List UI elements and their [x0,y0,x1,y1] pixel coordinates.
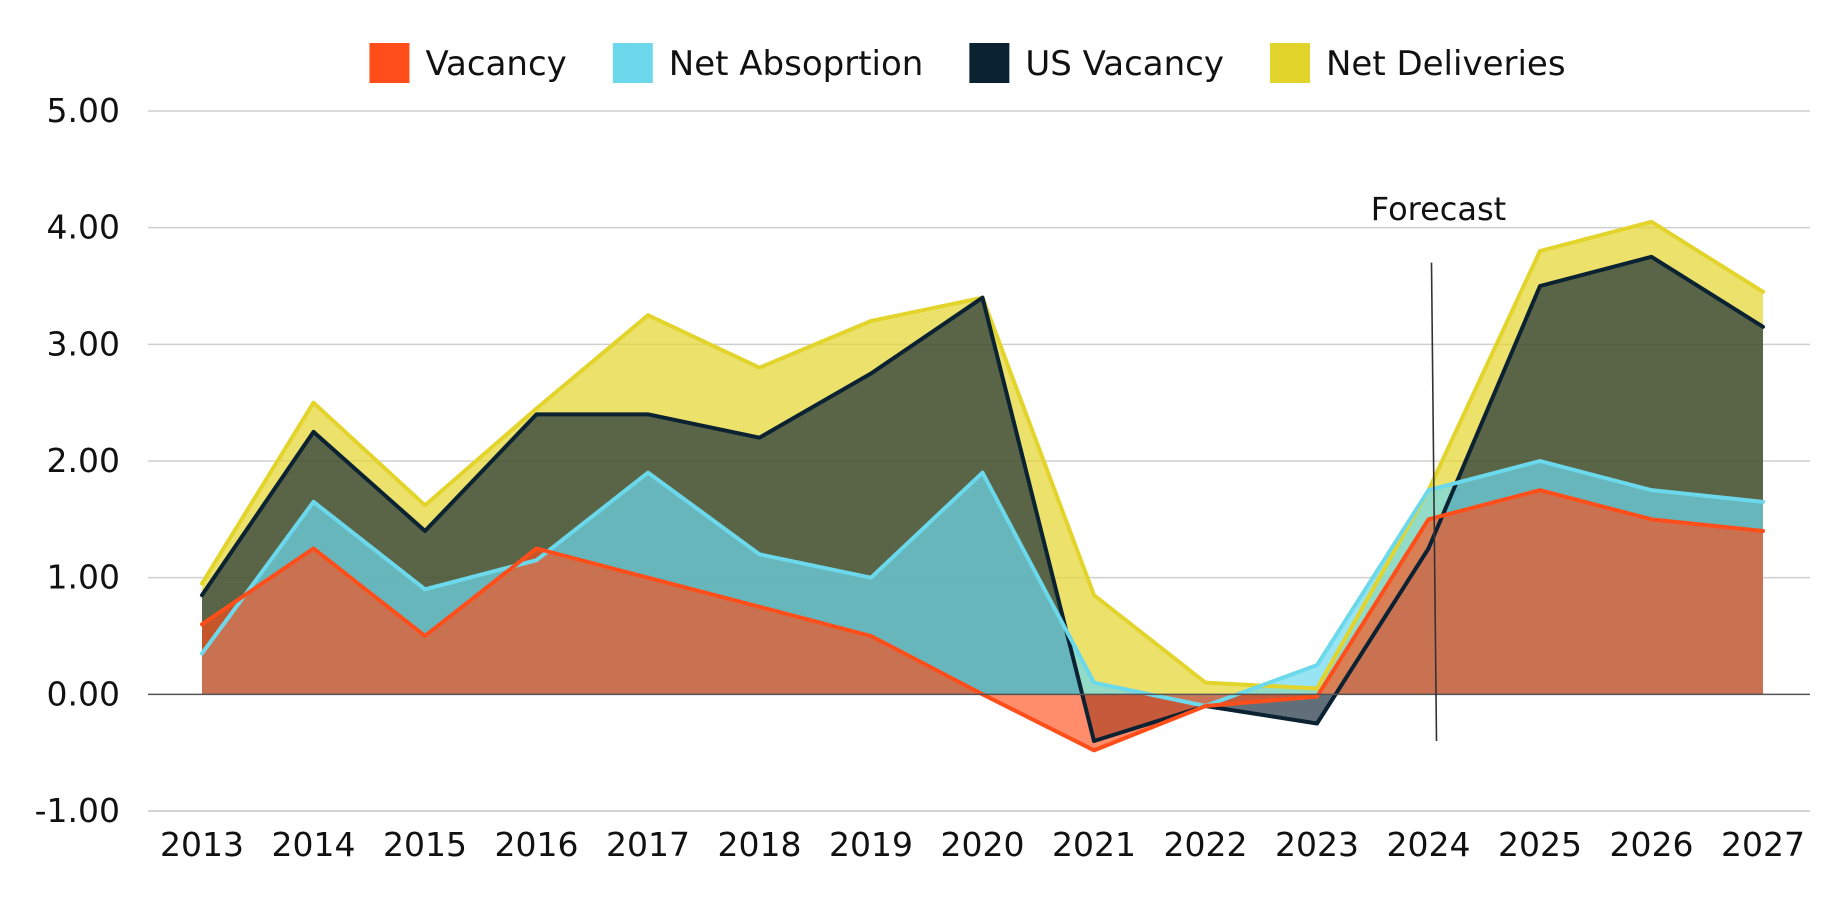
legend-item-net-deliveries: Net Deliveries [1269,43,1566,84]
legend-label: Net Absoprtion [669,44,924,84]
x-tick-label: 2013 [160,825,244,864]
x-tick-label: 2018 [718,825,802,864]
x-tick-label: 2023 [1275,825,1359,864]
y-tick-label: -1.00 [35,791,120,830]
legend-swatch [969,43,1010,83]
legend-swatch [1269,43,1310,83]
legend: Vacancy Net Absoprtion US Vacancy Net Deliv… [369,43,1566,84]
x-tick-label: 2027 [1721,825,1805,864]
x-tick-label: 2017 [606,825,690,864]
y-tick-label: 5.00 [47,91,120,130]
legend-label: US Vacancy [1025,44,1224,84]
x-tick-label: 2025 [1498,825,1582,864]
x-tick-label: 2020 [941,825,1025,864]
y-tick-label: 1.00 [47,558,120,597]
area-vacancy [202,490,1763,751]
axis-layer: 5.00 4.00 3.00 2.00 1.00 0.00 -1.00 2013 2014 201… [35,91,1810,864]
annotation-layer: Forecast [1371,190,1506,742]
x-tick-label: 2024 [1387,825,1471,864]
forecast-label: Forecast [1371,190,1506,228]
legend-swatch [612,43,653,83]
legend-swatch [369,43,410,83]
legend-label: Net Deliveries [1326,44,1566,84]
x-tick-label: 2015 [383,825,467,864]
line-net-absoprtion [200,459,1765,708]
x-tick-label: 2019 [829,825,913,864]
legend-item-net-absoprtion: Net Absoprtion [612,43,924,84]
x-tick-label: 2014 [272,825,356,864]
forecast-divider-line [1430,262,1438,742]
y-tick-label: 3.00 [47,324,120,363]
legend-label: Vacancy [425,44,566,84]
x-tick-label: 2016 [495,825,579,864]
area-layer [200,219,1765,753]
x-tick-label: 2026 [1610,825,1694,864]
y-tick-label: 2.00 [47,441,120,480]
y-tick-label: 4.00 [47,208,120,247]
legend-item-us-vacancy: US Vacancy [969,43,1224,84]
line-us-vacancy [200,254,1765,743]
x-tick-label: 2022 [1164,825,1248,864]
legend-item-vacancy: Vacancy [369,43,567,84]
y-tick-label: 0.00 [47,674,120,713]
x-tick-label: 2021 [1052,825,1136,864]
